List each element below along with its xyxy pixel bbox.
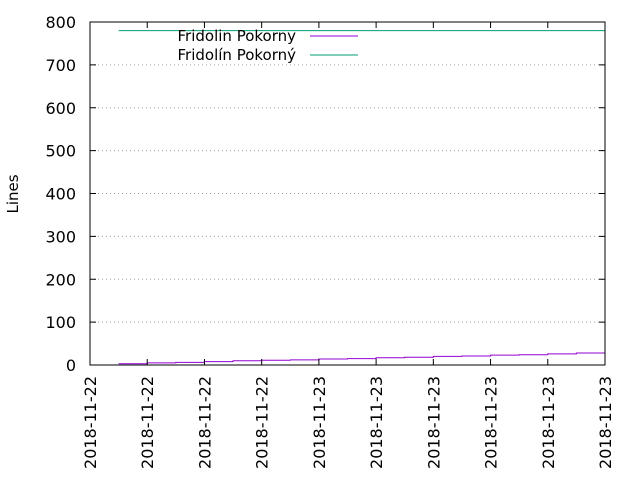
y-tick-label: 700 xyxy=(45,56,76,75)
x-tick-labels: 2018-11-22 2018-11-22 2018-11-22 2018-11-22… xyxy=(81,376,615,469)
legend-label-1: Fridolin Pokorny xyxy=(178,27,297,45)
x-tick-label: 2018-11-23 xyxy=(539,376,558,469)
x-tick-label: 2018-11-22 xyxy=(195,376,214,469)
x-tick-label: 2018-11-22 xyxy=(81,376,100,469)
legend-label-2: Fridolín Pokorný xyxy=(178,46,297,64)
y-tick-label: 500 xyxy=(45,142,76,161)
x-tick-label: 2018-11-23 xyxy=(596,376,615,469)
x-tick-label: 2018-11-22 xyxy=(253,376,272,469)
y-tick-label: 800 xyxy=(45,13,76,32)
y-tick-label: 0 xyxy=(66,356,76,375)
plot-frame xyxy=(89,21,606,366)
axis-ticks xyxy=(89,21,606,366)
y-tick-label: 100 xyxy=(45,313,76,332)
y-tick-label: 600 xyxy=(45,99,76,118)
x-tick-label: 2018-11-23 xyxy=(310,376,329,469)
y-tick-label: 300 xyxy=(45,227,76,246)
x-tick-label: 2018-11-22 xyxy=(138,376,157,469)
grid-lines xyxy=(90,64,605,323)
series-lines xyxy=(118,30,606,365)
y-tick-labels: 0 100 200 300 400 500 600 700 800 xyxy=(45,13,76,375)
y-tick-label: 400 xyxy=(45,185,76,204)
x-tick-label: 2018-11-23 xyxy=(367,376,386,469)
series-line-1 xyxy=(118,352,606,365)
x-tick-label: 2018-11-23 xyxy=(482,376,501,469)
y-tick-label: 200 xyxy=(45,270,76,289)
y-axis-label: Lines xyxy=(4,174,22,213)
x-tick-label: 2018-11-23 xyxy=(424,376,443,469)
